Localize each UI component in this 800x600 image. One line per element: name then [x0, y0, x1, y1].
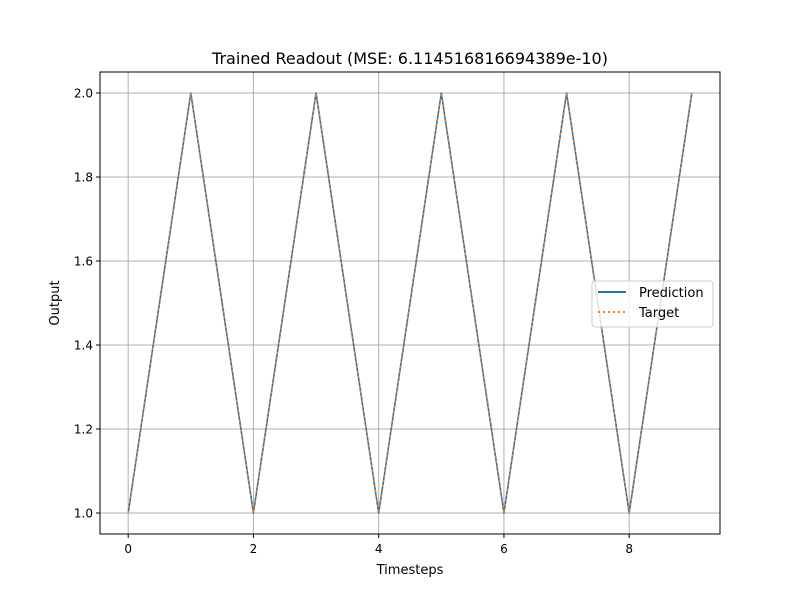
y-tick-label: 2.0 — [74, 87, 93, 101]
x-tick-label: 0 — [124, 542, 132, 556]
plot-area-frame — [99, 71, 721, 535]
legend-label-target: Target — [638, 306, 679, 321]
y-tick-label: 1.8 — [74, 171, 93, 185]
legend: Prediction Target — [591, 280, 714, 328]
y-tick-label: 1.6 — [74, 255, 93, 269]
x-tick-label: 4 — [375, 542, 383, 556]
series-line-target — [127, 92, 693, 514]
x-axis-label: Timesteps — [376, 563, 444, 578]
y-tick-label: 1.2 — [74, 423, 93, 437]
legend-label-prediction: Prediction — [639, 286, 704, 301]
x-tick-label: 8 — [625, 542, 633, 556]
axis-ticks: 0 2 4 6 8 1.0 1.2 1.4 1.6 1.8 2.0 — [74, 87, 633, 557]
x-tick-label: 6 — [500, 542, 508, 556]
x-tick-label: 2 — [250, 542, 258, 556]
y-tick-label: 1.0 — [74, 507, 93, 521]
y-axis-label: Output — [48, 280, 63, 325]
y-tick-label: 1.4 — [74, 339, 93, 353]
chart-title: Trained Readout (MSE: 6.114516816694389e… — [211, 49, 608, 68]
